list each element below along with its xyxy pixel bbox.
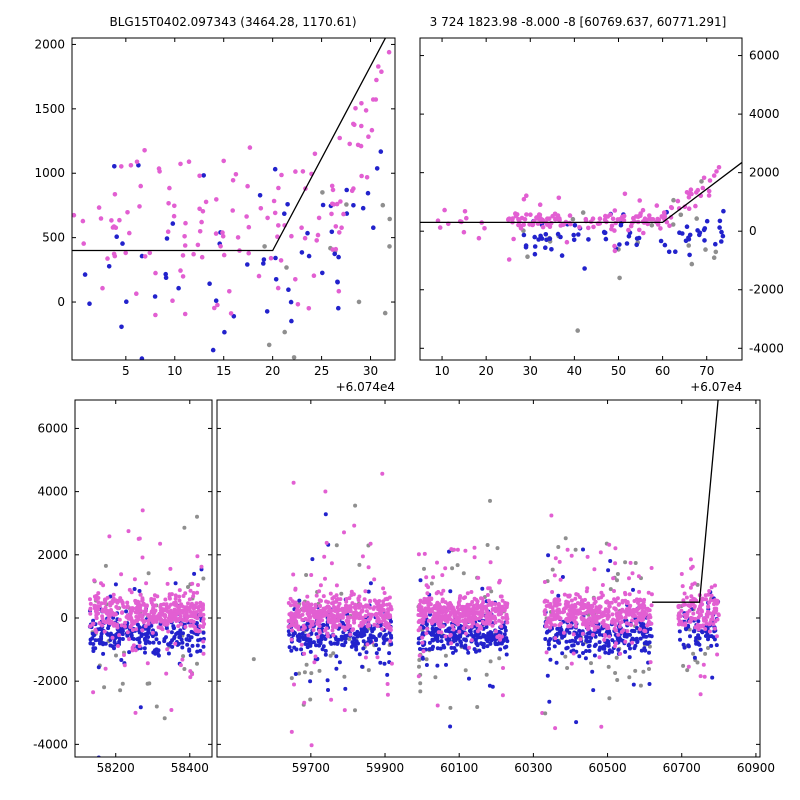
- title-left: BLG15T0402.097343 (3464.28, 1170.61): [109, 15, 356, 29]
- x-tick-label: 59900: [366, 761, 404, 775]
- y-tick-label: 1000: [34, 166, 65, 180]
- y-tick-label: 4000: [37, 485, 68, 499]
- tick-labels: 59700 59900 60100 60300 60500 60700 60900: [292, 761, 775, 775]
- axis-ticks: [75, 400, 212, 757]
- scatter-series-magenta: [435, 207, 487, 241]
- y-tick-label: 4000: [749, 107, 780, 121]
- tick-labels: 58200 58400 -4000 -2000 0 2000 4000 6000: [33, 421, 209, 775]
- title-right: 3 724 1823.98 -8.000 -8 [60769.637, 6077…: [430, 15, 727, 29]
- x-tick-label: 60100: [440, 761, 478, 775]
- scatter-series-magenta: [286, 471, 394, 748]
- axes-frame: [419, 37, 743, 361]
- scatter-series-blue: [543, 547, 654, 725]
- panel-bottom-right: 59700 59900 60100 60300 60500 60700 60900: [216, 399, 775, 775]
- tick-labels: 5 10 15 20 25 30 0 500 1000 1500 2000 +6.074e4: [34, 37, 395, 394]
- panel-top-right: 10 20 30 40 50 60 70 -4000 -2000 0 2000 4000 6000 +6.…: [419, 37, 784, 394]
- y-tick-label: 0: [57, 295, 65, 309]
- scatter-series-blue: [521, 208, 726, 271]
- scatter-series-magenta: [506, 191, 672, 262]
- y-tick-label: 1500: [34, 102, 65, 116]
- x-axis-offset-label: +6.07e4: [690, 380, 742, 394]
- y-tick-label: 500: [42, 231, 65, 245]
- y-tick-label: -4000: [33, 737, 68, 751]
- x-tick-label: 30: [523, 364, 538, 378]
- x-tick-label: 58400: [171, 761, 209, 775]
- scatter-points: [435, 165, 726, 333]
- axis-ticks: [72, 38, 395, 360]
- x-tick-label: 15: [216, 364, 231, 378]
- axis-ticks: [217, 400, 760, 757]
- y-tick-label: -2000: [749, 283, 784, 297]
- x-tick-label: 30: [363, 364, 378, 378]
- y-tick-label: 2000: [34, 37, 65, 51]
- y-tick-label: -2000: [33, 674, 68, 688]
- x-tick-label: 40: [567, 364, 582, 378]
- x-tick-label: 60300: [514, 761, 552, 775]
- y-tick-label: 2000: [749, 166, 780, 180]
- scatter-series-magenta: [88, 508, 207, 715]
- x-tick-label: 58200: [97, 761, 135, 775]
- scatter-series-blue: [82, 163, 341, 360]
- y-tick-label: -4000: [749, 341, 784, 355]
- scatter-series-magenta: [661, 165, 722, 220]
- scatter-series-gray: [262, 190, 393, 360]
- axes-frame: [71, 37, 396, 361]
- x-tick-label: 10: [167, 364, 182, 378]
- scatter-series-blue: [416, 549, 510, 729]
- panel-top-left: 5 10 15 20 25 30 0 500 1000 1500 2000 +6.074e4: [34, 37, 396, 394]
- x-tick-label: 50: [611, 364, 626, 378]
- y-tick-label: 0: [749, 224, 757, 238]
- x-tick-label: 60900: [737, 761, 775, 775]
- x-tick-label: 10: [434, 364, 449, 378]
- scatter-points: [87, 508, 207, 757]
- model-line: [72, 38, 387, 252]
- scatter-series-magenta: [416, 545, 510, 708]
- x-tick-label: 5: [122, 364, 130, 378]
- x-tick-label: 60: [655, 364, 670, 378]
- y-tick-label: 2000: [37, 548, 68, 562]
- x-tick-label: 70: [699, 364, 714, 378]
- y-tick-label: 6000: [37, 421, 68, 435]
- scatter-series-magenta: [72, 145, 342, 318]
- x-tick-label: 25: [314, 364, 329, 378]
- x-tick-label: 20: [265, 364, 280, 378]
- scatter-series-magenta: [329, 49, 392, 252]
- y-tick-label: 6000: [749, 49, 780, 63]
- panel-bottom-left: 58200 58400 -4000 -2000 0 2000 4000 6000: [33, 399, 213, 775]
- scatter-points: [72, 49, 393, 360]
- model-line: [420, 161, 742, 224]
- scatter-series-magenta: [542, 513, 654, 731]
- y-tick-label: 0: [60, 611, 68, 625]
- x-tick-label: 20: [479, 364, 494, 378]
- x-tick-label: 60700: [663, 761, 701, 775]
- scatter-series-magenta: [370, 566, 654, 729]
- scatter-points: [251, 471, 721, 748]
- tick-labels: 10 20 30 40 50 60 70 -4000 -2000 0 2000 4000 6000 +6.…: [434, 49, 783, 394]
- x-tick-label: 59700: [292, 761, 330, 775]
- axes-frame: [216, 399, 761, 758]
- axes-frame: [74, 399, 213, 758]
- scatter-series-blue: [329, 149, 384, 285]
- axis-ticks: [420, 38, 742, 360]
- scatter-series-magenta: [676, 557, 721, 697]
- model-line: [652, 400, 719, 603]
- x-tick-label: 60500: [588, 761, 626, 775]
- x-axis-offset-label: +6.074e4: [336, 380, 395, 394]
